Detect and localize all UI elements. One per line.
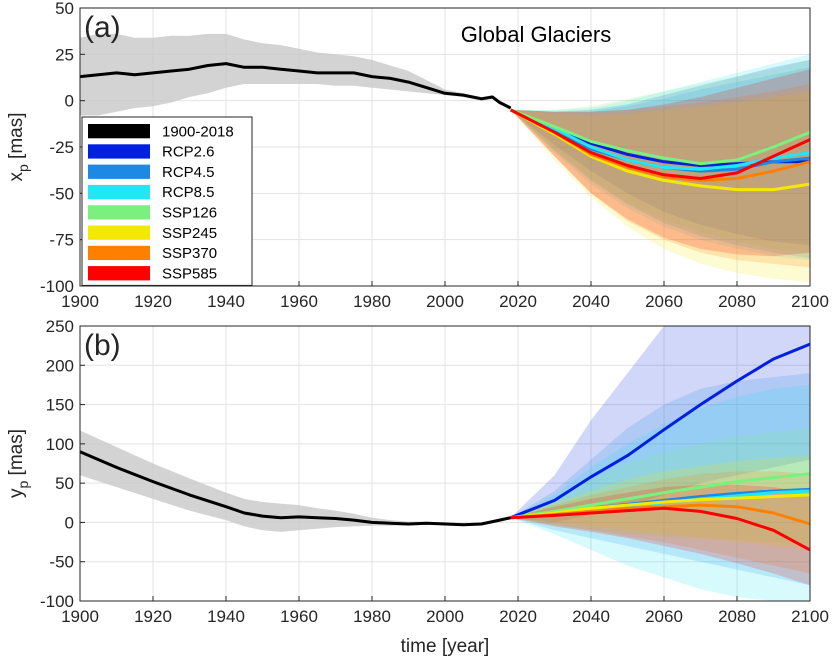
band-ssp585 (510, 69, 810, 257)
x-tick-label: 2040 (572, 292, 610, 311)
legend-label: RCP8.5 (162, 184, 215, 201)
y-tick-label: -50 (49, 184, 74, 203)
x-tick-label: 1980 (353, 607, 391, 626)
x-tick-label: 1960 (280, 607, 318, 626)
x-tick-label: 1900 (61, 607, 99, 626)
x-axis-label: time [year] (401, 636, 490, 657)
legend-swatch (88, 124, 150, 139)
line-ssp585 (510, 108, 810, 180)
legend-swatch (88, 144, 150, 159)
legend-swatch (88, 164, 150, 179)
legend-label: SSP370 (162, 245, 217, 262)
x-tick-label: 1920 (134, 607, 172, 626)
x-tick-label: 2040 (572, 607, 610, 626)
band-rcp26 (510, 326, 810, 523)
panel-a: 1900 1920 1940 1960 1980 2000 2020 2040 2060 2080… (6, 0, 829, 311)
y-tick-label: 0 (65, 513, 74, 532)
line-ssp245 (509, 108, 810, 192)
panel-b-y-axis-label-main: y (6, 488, 27, 498)
legend-swatch (88, 205, 150, 220)
panel-a-y-axis-label-subscript: p (15, 164, 31, 172)
band-rcp45 (510, 67, 810, 259)
y-tick-label: 200 (46, 356, 74, 375)
panel-b-x-tick-labels: 1900 1920 1940 1960 1980 2000 2020 2040 2060 2080… (61, 596, 829, 626)
x-tick-label: 2000 (426, 607, 464, 626)
legend-label: SSP126 (162, 205, 217, 222)
y-tick-label: -50 (49, 553, 74, 572)
x-tick-label: 1940 (207, 607, 245, 626)
panel-a-y-axis-label-unit: [mas] (6, 112, 27, 164)
legend-label: 1900-2018 (162, 123, 234, 140)
legend-swatch (88, 225, 150, 240)
panel-a-x-tick-labels: 1900 1920 1940 1960 1980 2000 2020 2040 2060 2080… (61, 281, 829, 311)
panel-a-label: (a) (84, 11, 121, 44)
y-tick-label: 25 (55, 45, 74, 64)
legend-label: RCP2.6 (162, 144, 215, 161)
panel-b-y-tick-labels: 250 200 150 100 50 0 -50 -100 (40, 317, 85, 611)
legend-swatch (88, 245, 150, 261)
y-tick-label: -75 (49, 231, 74, 250)
x-tick-label: 2060 (645, 292, 683, 311)
y-tick-label: 50 (55, 0, 74, 18)
legend-label: SSP245 (162, 225, 217, 242)
x-tick-label: 2020 (499, 292, 537, 311)
legend-label: SSP585 (162, 265, 217, 282)
panel-b-label: (b) (84, 329, 121, 362)
y-tick-label: -100 (40, 592, 74, 611)
x-tick-label: 2060 (645, 607, 683, 626)
panel-b-y-axis-label-unit: [mas] (6, 429, 27, 481)
line-ssp126 (510, 108, 810, 166)
panel-a-y-axis-label: xp [mas] (6, 112, 31, 181)
y-tick-label: 0 (65, 92, 74, 111)
panel-b-series-lines (80, 342, 810, 552)
band-rcp45 (510, 373, 810, 586)
panel-a-y-axis-label-main: x (6, 172, 27, 182)
line-ssp585 (510, 506, 810, 552)
legend-swatch (88, 266, 150, 281)
line-ssp126 (510, 472, 810, 520)
band-ssp126 (510, 428, 810, 545)
x-tick-label: 1940 (207, 292, 245, 311)
history-uncertainty-band (80, 430, 511, 532)
panel-a-y-tick-labels: 50 25 0 -25 -50 -75 -100 (40, 0, 85, 296)
x-tick-label: 2100 (791, 607, 829, 626)
y-tick-label: -25 (49, 138, 74, 157)
band-rcp26 (510, 59, 810, 246)
x-tick-label: 1960 (280, 292, 318, 311)
legend-swatch (88, 184, 150, 200)
y-tick-label: 100 (46, 435, 74, 454)
y-tick-label: 150 (46, 396, 74, 415)
x-tick-label: 2080 (718, 607, 756, 626)
x-tick-label: 2020 (499, 607, 537, 626)
y-tick-label: 250 (46, 317, 74, 336)
history-uncertainty-band (80, 33, 511, 116)
panel-b-y-axis-label: yp [mas] (6, 429, 31, 498)
chart-title: Global Glaciers (461, 22, 611, 47)
panel-a-series-lines (80, 62, 810, 192)
legend-label: RCP4.5 (162, 164, 215, 181)
panel-b: 1900 1920 1940 1960 1980 2000 2020 2040 2060 2080… (6, 317, 829, 657)
x-tick-label: 2080 (718, 292, 756, 311)
x-tick-label: 1920 (134, 292, 172, 311)
line-history-1900-2018 (80, 62, 512, 110)
line-history-1900-2018 (80, 450, 512, 527)
legend: 1900-2018 RCP2.6 RCP4.5 RCP8.5 SSP126 SSP245 S… (81, 116, 253, 286)
y-tick-label: 50 (55, 474, 74, 493)
y-tick-label: -100 (40, 277, 74, 296)
x-tick-label: 2000 (426, 292, 464, 311)
line-rcp26 (510, 342, 810, 520)
panel-b-y-axis-label-subscript: p (15, 481, 31, 489)
line-ssp245 (510, 493, 810, 520)
x-tick-label: 1900 (61, 292, 99, 311)
x-tick-label: 1980 (353, 292, 391, 311)
x-tick-label: 2100 (791, 292, 829, 311)
